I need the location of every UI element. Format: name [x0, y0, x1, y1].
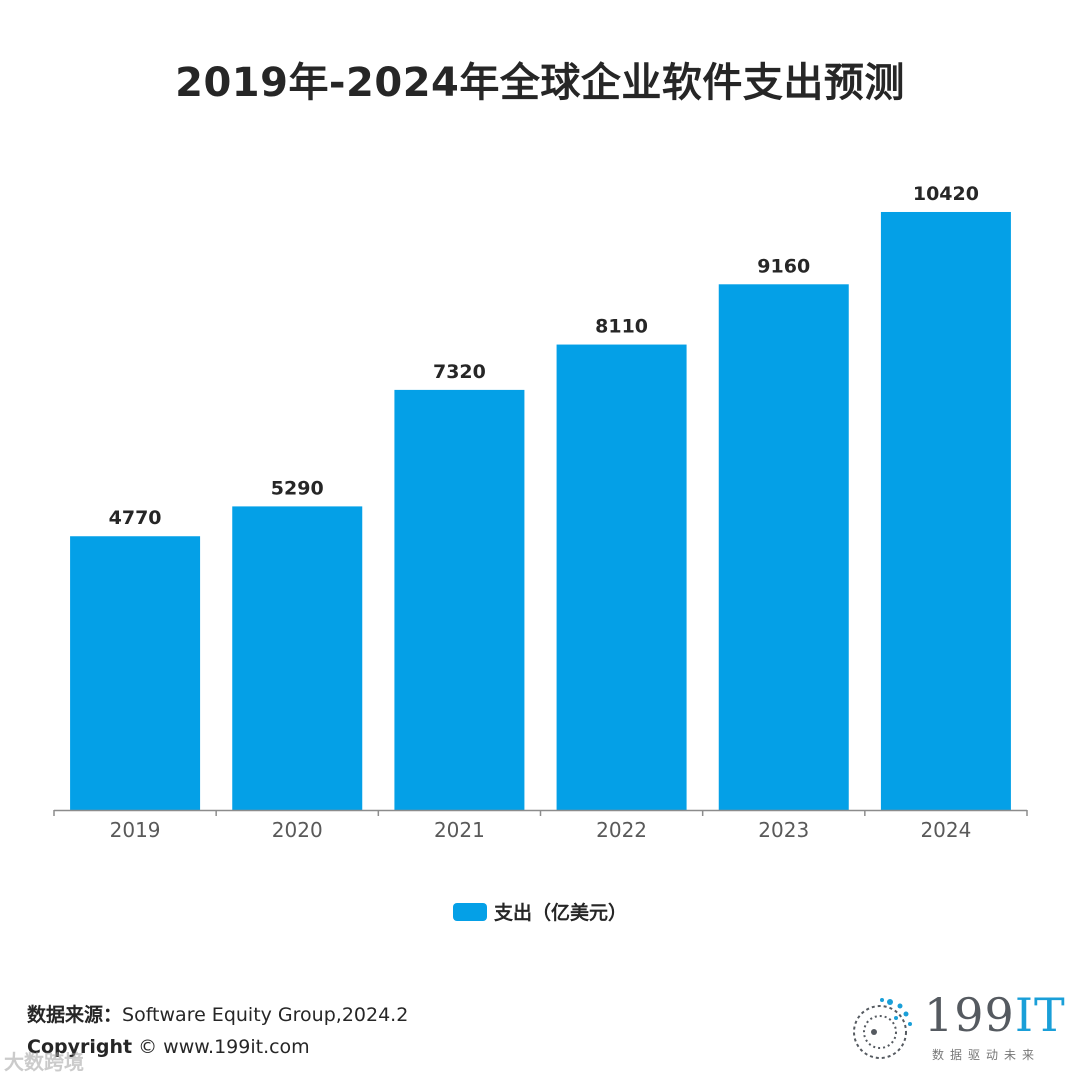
copyright-label: Copyright [27, 1036, 133, 1058]
bar-2020 [232, 506, 363, 810]
legend: 支出（亿美元） [0, 898, 1080, 925]
bar-2019 [70, 536, 201, 810]
data-label-2022: 8110 [595, 316, 648, 338]
bar-2024 [880, 211, 1011, 810]
source-label: 数据来源： [27, 1004, 123, 1026]
logo-wordmark: 199IT [924, 988, 1066, 1042]
copyright-text: © www.199it.com [138, 1036, 310, 1058]
legend-label: 支出（亿美元） [493, 902, 627, 924]
watermark: 大数跨境 [4, 1050, 84, 1074]
x-tick-label-2024: 2024 [920, 818, 971, 842]
brand-logo: 199IT 数据驱动未来 [844, 988, 1065, 1064]
source-text: Software Equity Group,2024.2 [122, 1004, 409, 1026]
data-label-2024: 10420 [913, 183, 979, 205]
x-tick-label-2021: 2021 [434, 818, 485, 842]
bar-2022 [556, 344, 687, 810]
chart-title: 2019年-2024年全球企业软件支出预测 [175, 60, 905, 106]
x-tick-label-2022: 2022 [596, 818, 647, 842]
x-tick-label-2020: 2020 [272, 818, 323, 842]
source-line: 数据来源：Software Equity Group,2024.2 [27, 1000, 408, 1027]
bar-2023 [718, 284, 849, 810]
data-label-2019: 4770 [109, 507, 162, 529]
logo-dots-icon [853, 998, 912, 1059]
logo-tagline: 数据驱动未来 [932, 1048, 1041, 1062]
copyright-line: Copyright © www.199it.com [27, 1036, 310, 1058]
x-tick-label-2019: 2019 [110, 818, 161, 842]
bar-2021 [394, 389, 525, 810]
data-label-2023: 9160 [757, 255, 810, 277]
x-tick-label-2023: 2023 [758, 818, 809, 842]
legend-swatch [452, 902, 487, 921]
data-label-2021: 7320 [433, 361, 486, 383]
data-label-2020: 5290 [271, 477, 324, 499]
